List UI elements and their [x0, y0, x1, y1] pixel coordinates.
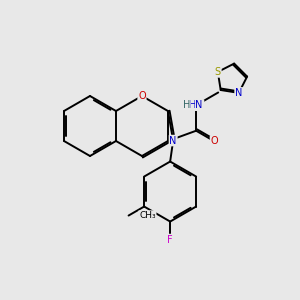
Text: CH₃: CH₃ [139, 211, 156, 220]
Text: S: S [215, 67, 221, 77]
Text: HN: HN [189, 100, 203, 110]
Text: F: F [167, 235, 173, 244]
Text: O: O [138, 91, 146, 101]
Text: N: N [169, 136, 177, 146]
Text: O: O [211, 136, 218, 146]
Text: H: H [183, 100, 190, 110]
Text: N: N [195, 100, 203, 110]
Text: N: N [235, 88, 242, 98]
